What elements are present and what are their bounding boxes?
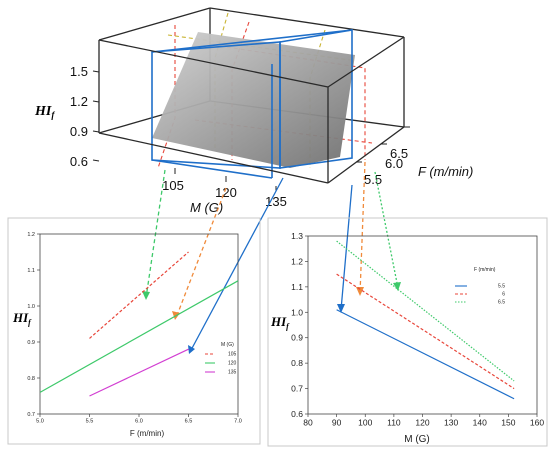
y-tick-label: 0.9 <box>27 340 35 346</box>
x-tick-label: 5.0 <box>36 419 44 425</box>
legend-label-6.5: 6.5 <box>498 300 505 306</box>
x-axis-label: M (G) <box>190 200 223 215</box>
x-tick-label: 120 <box>415 418 429 428</box>
legend-label-6: 6 <box>502 292 505 298</box>
y-tick-label: 1.2 <box>27 232 35 238</box>
y-tick-label: 5.5 <box>364 172 382 187</box>
x-tick-label: 105 <box>162 178 184 193</box>
x-tick-label: 90 <box>332 418 342 428</box>
y-tick-label: 1.3 <box>291 231 303 241</box>
y-tick-marks <box>356 126 410 163</box>
right-legend: F (m/min) 5.5 6 6.5 <box>455 267 505 306</box>
y-tick-label: 6.5 <box>390 146 408 161</box>
y-tick-label: 0.8 <box>27 376 35 382</box>
y-tick-label: 0.7 <box>291 384 303 394</box>
legend-label-135: 135 <box>228 370 237 376</box>
y-tick-label: 1.2 <box>291 256 303 266</box>
series-line-6.5 <box>336 240 515 382</box>
x-tick-label: 150 <box>501 418 515 428</box>
y-tick-label: 1.1 <box>27 268 35 274</box>
z-tick-label: 1.2 <box>70 94 88 109</box>
z-tick-labels: 1.5 1.2 0.9 0.6 <box>70 64 88 169</box>
x-tick-label: 6.5 <box>185 419 193 425</box>
x-tick-label: 6.0 <box>135 419 143 425</box>
cut-planes <box>151 29 353 179</box>
left-legend-title: M (G) <box>221 342 234 348</box>
x-tick-label: 140 <box>473 418 487 428</box>
legend-label-120: 120 <box>228 361 237 367</box>
x-tick-label: 120 <box>215 185 237 200</box>
series-line-105 <box>89 251 189 339</box>
series-line-5.5 <box>336 309 515 400</box>
right-y-axis-label: HIf <box>270 314 290 331</box>
y-tick-label: 6.0 <box>385 156 403 171</box>
z-tick-label: 0.9 <box>70 124 88 139</box>
right-x-axis-label: M (G) <box>404 434 430 445</box>
z-tick-label: 1.5 <box>70 64 88 79</box>
y-tick-label: 0.7 <box>27 412 35 418</box>
right-axes: 80 90 100 110 120 130 140 150 160 0.6 0.7 0.8 0.9 1.0… <box>291 231 544 428</box>
left-axes: 5.0 5.5 6.0 6.5 7.0 0.7 0.8 0.9 1.0 1.1 1.2 <box>27 232 241 425</box>
x-tick-label: 80 <box>303 418 313 428</box>
y-tick-label: 0.9 <box>291 333 303 343</box>
z-tick-label: 0.6 <box>70 154 88 169</box>
box-front-edges <box>98 36 405 184</box>
legend-label-5.5: 5.5 <box>498 284 505 290</box>
y-axis-label: F (m/min) <box>418 164 473 179</box>
x-tick-label: 110 <box>387 418 401 428</box>
arrow-orange-left <box>175 187 227 319</box>
left-legend: M (G) 105 120 135 <box>205 342 237 376</box>
z-axis-label: HIf <box>34 104 55 120</box>
x-tick-label: 100 <box>358 418 372 428</box>
right-plot-frame <box>267 217 548 447</box>
x-tick-label: 135 <box>265 194 287 209</box>
arrow-orange-right <box>359 161 366 295</box>
y-tick-labels: 6.5 6.0 5.5 <box>364 146 408 187</box>
surface-plot-3d: 1.5 1.2 0.9 0.6 HIf 105 120 135 M (G) 6.… <box>34 7 473 215</box>
left-x-axis-label: F (m/min) <box>130 429 165 438</box>
x-tick-label: 5.5 <box>86 419 94 425</box>
y-tick-label: 0.6 <box>291 409 303 419</box>
arrow-blue-left <box>189 177 284 353</box>
right-legend-title: F (m/min) <box>474 267 496 273</box>
series-line-6 <box>336 273 515 390</box>
legend-label-105: 105 <box>228 352 237 358</box>
y-tick-label: 1.1 <box>291 282 303 292</box>
left-series-lines <box>39 251 239 397</box>
plot-hi-vs-m: 80 90 100 110 120 130 140 150 160 0.6 0.7 0.8 0.9 1.0… <box>270 231 544 445</box>
x-tick-label: 7.0 <box>234 419 242 425</box>
plotR-plot-area <box>307 235 538 415</box>
plot-hi-vs-f: 5.0 5.5 6.0 6.5 7.0 0.7 0.8 0.9 1.0 1.1 1.2 HIf F … <box>12 232 242 438</box>
z-tick-marks <box>92 70 100 162</box>
x-tick-labels: 105 120 135 <box>162 178 287 209</box>
left-y-axis-label: HIf <box>12 310 32 327</box>
x-tick-label: 160 <box>530 418 544 428</box>
y-tick-label: 1.0 <box>291 307 303 317</box>
series-line-135 <box>89 348 189 397</box>
y-tick-label: 1.0 <box>27 304 35 310</box>
x-tick-label: 130 <box>444 418 458 428</box>
left-plot-frame <box>7 217 261 445</box>
arrow-blue-right <box>340 184 353 311</box>
right-series-lines <box>336 240 515 400</box>
series-line-120 <box>39 280 239 393</box>
y-tick-label: 0.8 <box>291 358 303 368</box>
plotL-plot-area <box>39 233 239 415</box>
arrow-green-right <box>374 171 399 289</box>
response-surface <box>152 32 355 168</box>
